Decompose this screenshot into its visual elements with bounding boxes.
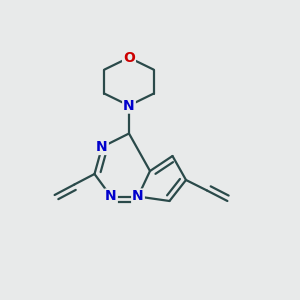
Text: N: N bbox=[123, 99, 135, 112]
Text: N: N bbox=[96, 140, 108, 154]
Text: N: N bbox=[132, 190, 144, 203]
Text: N: N bbox=[105, 190, 117, 203]
Text: O: O bbox=[123, 51, 135, 64]
